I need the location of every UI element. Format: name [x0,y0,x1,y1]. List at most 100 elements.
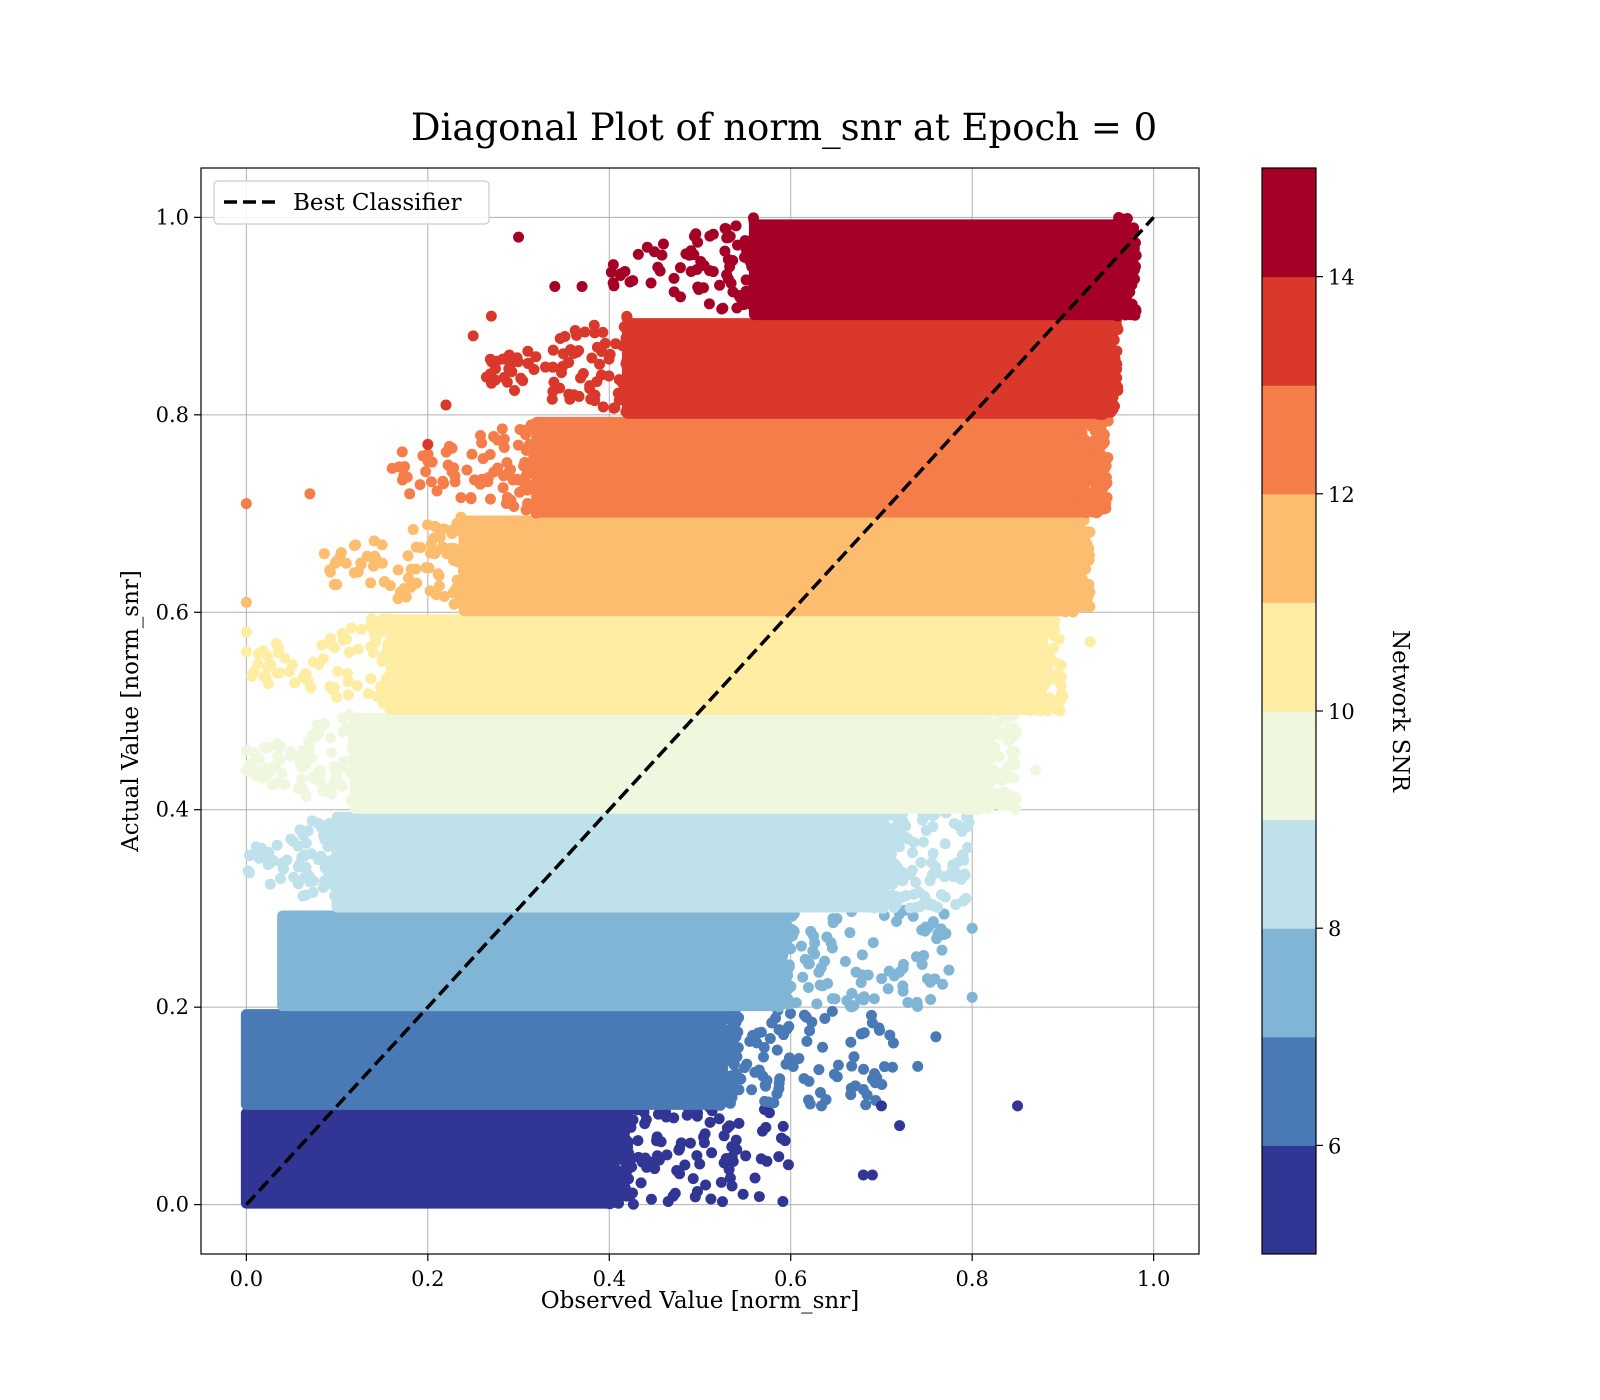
scatter-point [1098,436,1110,448]
scatter-point [365,577,377,589]
scatter-point [674,1143,686,1155]
scatter-point [910,876,922,888]
scatter-point [777,1120,789,1132]
scatter-point [717,302,729,314]
scatter-point [330,555,342,567]
scatter-band-snr-10 [246,607,1069,717]
scatter-point [817,1041,829,1053]
scatter-point [826,993,838,1005]
scatter-point [883,854,895,866]
colorbar-segment [1262,819,1316,929]
scatter-point [294,824,306,836]
scatter-point [731,1144,743,1156]
y-tick-label: 0.2 [156,995,189,1019]
scatter-point [577,367,589,379]
scatter-point [325,788,337,800]
scatter-point [698,1137,710,1149]
scatter-point [725,277,737,289]
scatter-point [799,953,811,965]
scatter-outlier-point [912,1060,924,1072]
scatter-point [916,958,928,970]
scatter-point [862,969,874,981]
scatter-point [1103,403,1115,415]
scatter-point [935,889,947,901]
scatter-point [584,380,596,392]
scatter-outlier-point [1084,636,1096,648]
scatter-point [694,1158,706,1170]
scatter-point [674,262,686,274]
scatter-point [407,523,419,535]
scatter-point [740,274,752,286]
colorbar-tick-label: 10 [1328,700,1355,724]
scatter-band-core [531,416,1087,518]
scatter-point [846,1060,858,1072]
scatter-point [307,875,319,887]
scatter-point [937,978,949,990]
scatter-point [1114,258,1126,270]
scatter-point [636,1156,648,1168]
scatter-point [272,642,284,654]
scatter-point [744,1035,756,1047]
scatter-point [939,838,951,850]
scatter-point [1120,287,1132,299]
scatter-point [771,1088,783,1100]
scatter-point [1053,658,1065,670]
scatter-point [438,523,450,535]
scatter-point [839,955,851,967]
scatter-point [318,718,330,730]
scatter-point [938,871,950,883]
scatter-point [477,453,489,465]
scatter-point [276,767,288,779]
scatter-point [878,818,890,830]
scatter-point [504,359,516,371]
scatter-point [733,1012,745,1024]
scatter-point [804,1025,816,1037]
scatter-point [571,346,583,358]
scatter-point [376,539,388,551]
scatter-point [716,1048,728,1060]
scatter-point [337,762,349,774]
scatter-point [300,668,312,680]
scatter-point [912,1000,924,1012]
scatter-point [557,348,569,360]
scatter-point [394,586,406,598]
scatter-point [749,1066,761,1078]
scatter-outlier-point [240,498,252,510]
scatter-point [687,1173,699,1185]
scatter-point [958,854,970,866]
scatter-point [747,243,759,255]
scatter-point [817,980,829,992]
scatter-point [690,228,702,240]
scatter-point [362,688,374,700]
scatter-point [749,1172,761,1184]
scatter-point [692,236,704,248]
scatter-point [438,591,450,603]
scatter-point [509,384,521,396]
scatter-point [569,324,581,336]
scatter-point [380,647,392,659]
scatter-point [726,1180,738,1192]
scatter-point [725,1035,737,1047]
scatter-band-core [240,1009,724,1110]
scatter-point [351,680,363,692]
scatter-point [705,1193,717,1205]
scatter-point [548,376,560,388]
scatter-point [766,1017,778,1029]
y-axis-ticks: 0.0 0.2 0.4 0.6 0.8 1.0 [156,205,201,1217]
scatter-point [498,433,510,445]
scatter-point [790,997,802,1009]
scatter-point [1046,696,1058,708]
scatter-point [654,265,666,277]
scatter-point [1096,501,1108,513]
scatter-band-core [621,318,1105,419]
scatter-point [384,580,396,592]
scatter-point [486,356,498,368]
scatter-point [382,677,394,689]
scatter-point [992,788,1004,800]
x-tick-label: 0.6 [774,1267,807,1291]
scatter-point [520,429,532,441]
scatter-point [692,1107,704,1119]
colorbar-tick-label: 6 [1328,1134,1341,1158]
scatter-outlier-point [467,330,479,342]
scatter-point [876,973,888,985]
